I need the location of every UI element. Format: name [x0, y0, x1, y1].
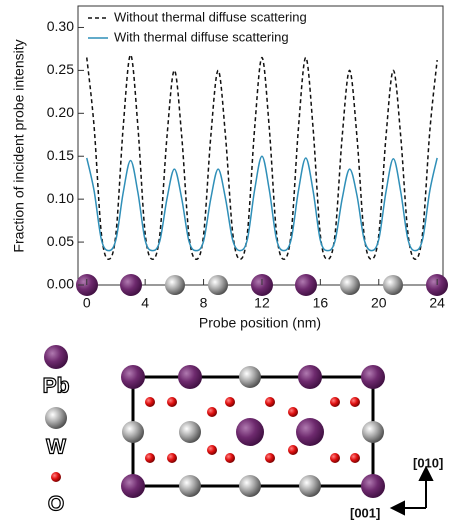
crystal-cell — [121, 365, 385, 498]
y-tick-label: 0.30 — [47, 18, 74, 34]
x-tick-label: 12 — [254, 295, 270, 311]
legend-label: Without thermal diffuse scattering — [114, 9, 307, 24]
element-label: Pb — [43, 375, 70, 398]
y-tick-label: 0.25 — [47, 61, 74, 77]
element-label: O — [48, 493, 64, 516]
x-tick-label: 24 — [429, 295, 445, 311]
series-line — [87, 156, 437, 250]
figure: Fraction of incident probe intensity Pro… — [0, 0, 457, 524]
direction-label: [010] — [413, 455, 443, 470]
y-axis-label: Fraction of incident probe intensity — [11, 39, 27, 252]
element-label: W — [46, 436, 66, 459]
y-tick-label: 0.05 — [47, 233, 74, 249]
x-axis-label: Probe position (nm) — [199, 315, 321, 331]
x-tick-label: 8 — [200, 295, 208, 311]
y-tick-label: 0.20 — [47, 104, 74, 120]
x-tick-label: 20 — [371, 295, 387, 311]
plot-frame — [78, 6, 443, 285]
direction-arrows — [392, 468, 432, 514]
y-tick-label: 0.10 — [47, 190, 74, 206]
direction-label: [001] — [350, 505, 380, 520]
x-tick-label: 0 — [83, 295, 91, 311]
y-tick-label: 0.15 — [47, 147, 74, 163]
series-line — [87, 55, 437, 259]
x-tick-label: 4 — [141, 295, 149, 311]
y-tick-label: 0.00 — [47, 276, 74, 292]
legend-label: With thermal diffuse scattering — [114, 29, 289, 44]
element-legend: Pb W O — [43, 345, 70, 516]
x-tick-label: 16 — [313, 295, 329, 311]
